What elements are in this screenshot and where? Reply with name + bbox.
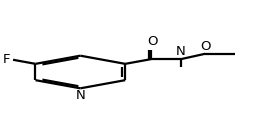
Text: N: N	[75, 89, 85, 102]
Text: O: O	[147, 35, 157, 48]
Text: F: F	[3, 53, 10, 66]
Text: O: O	[200, 40, 211, 53]
Text: N: N	[176, 45, 186, 58]
